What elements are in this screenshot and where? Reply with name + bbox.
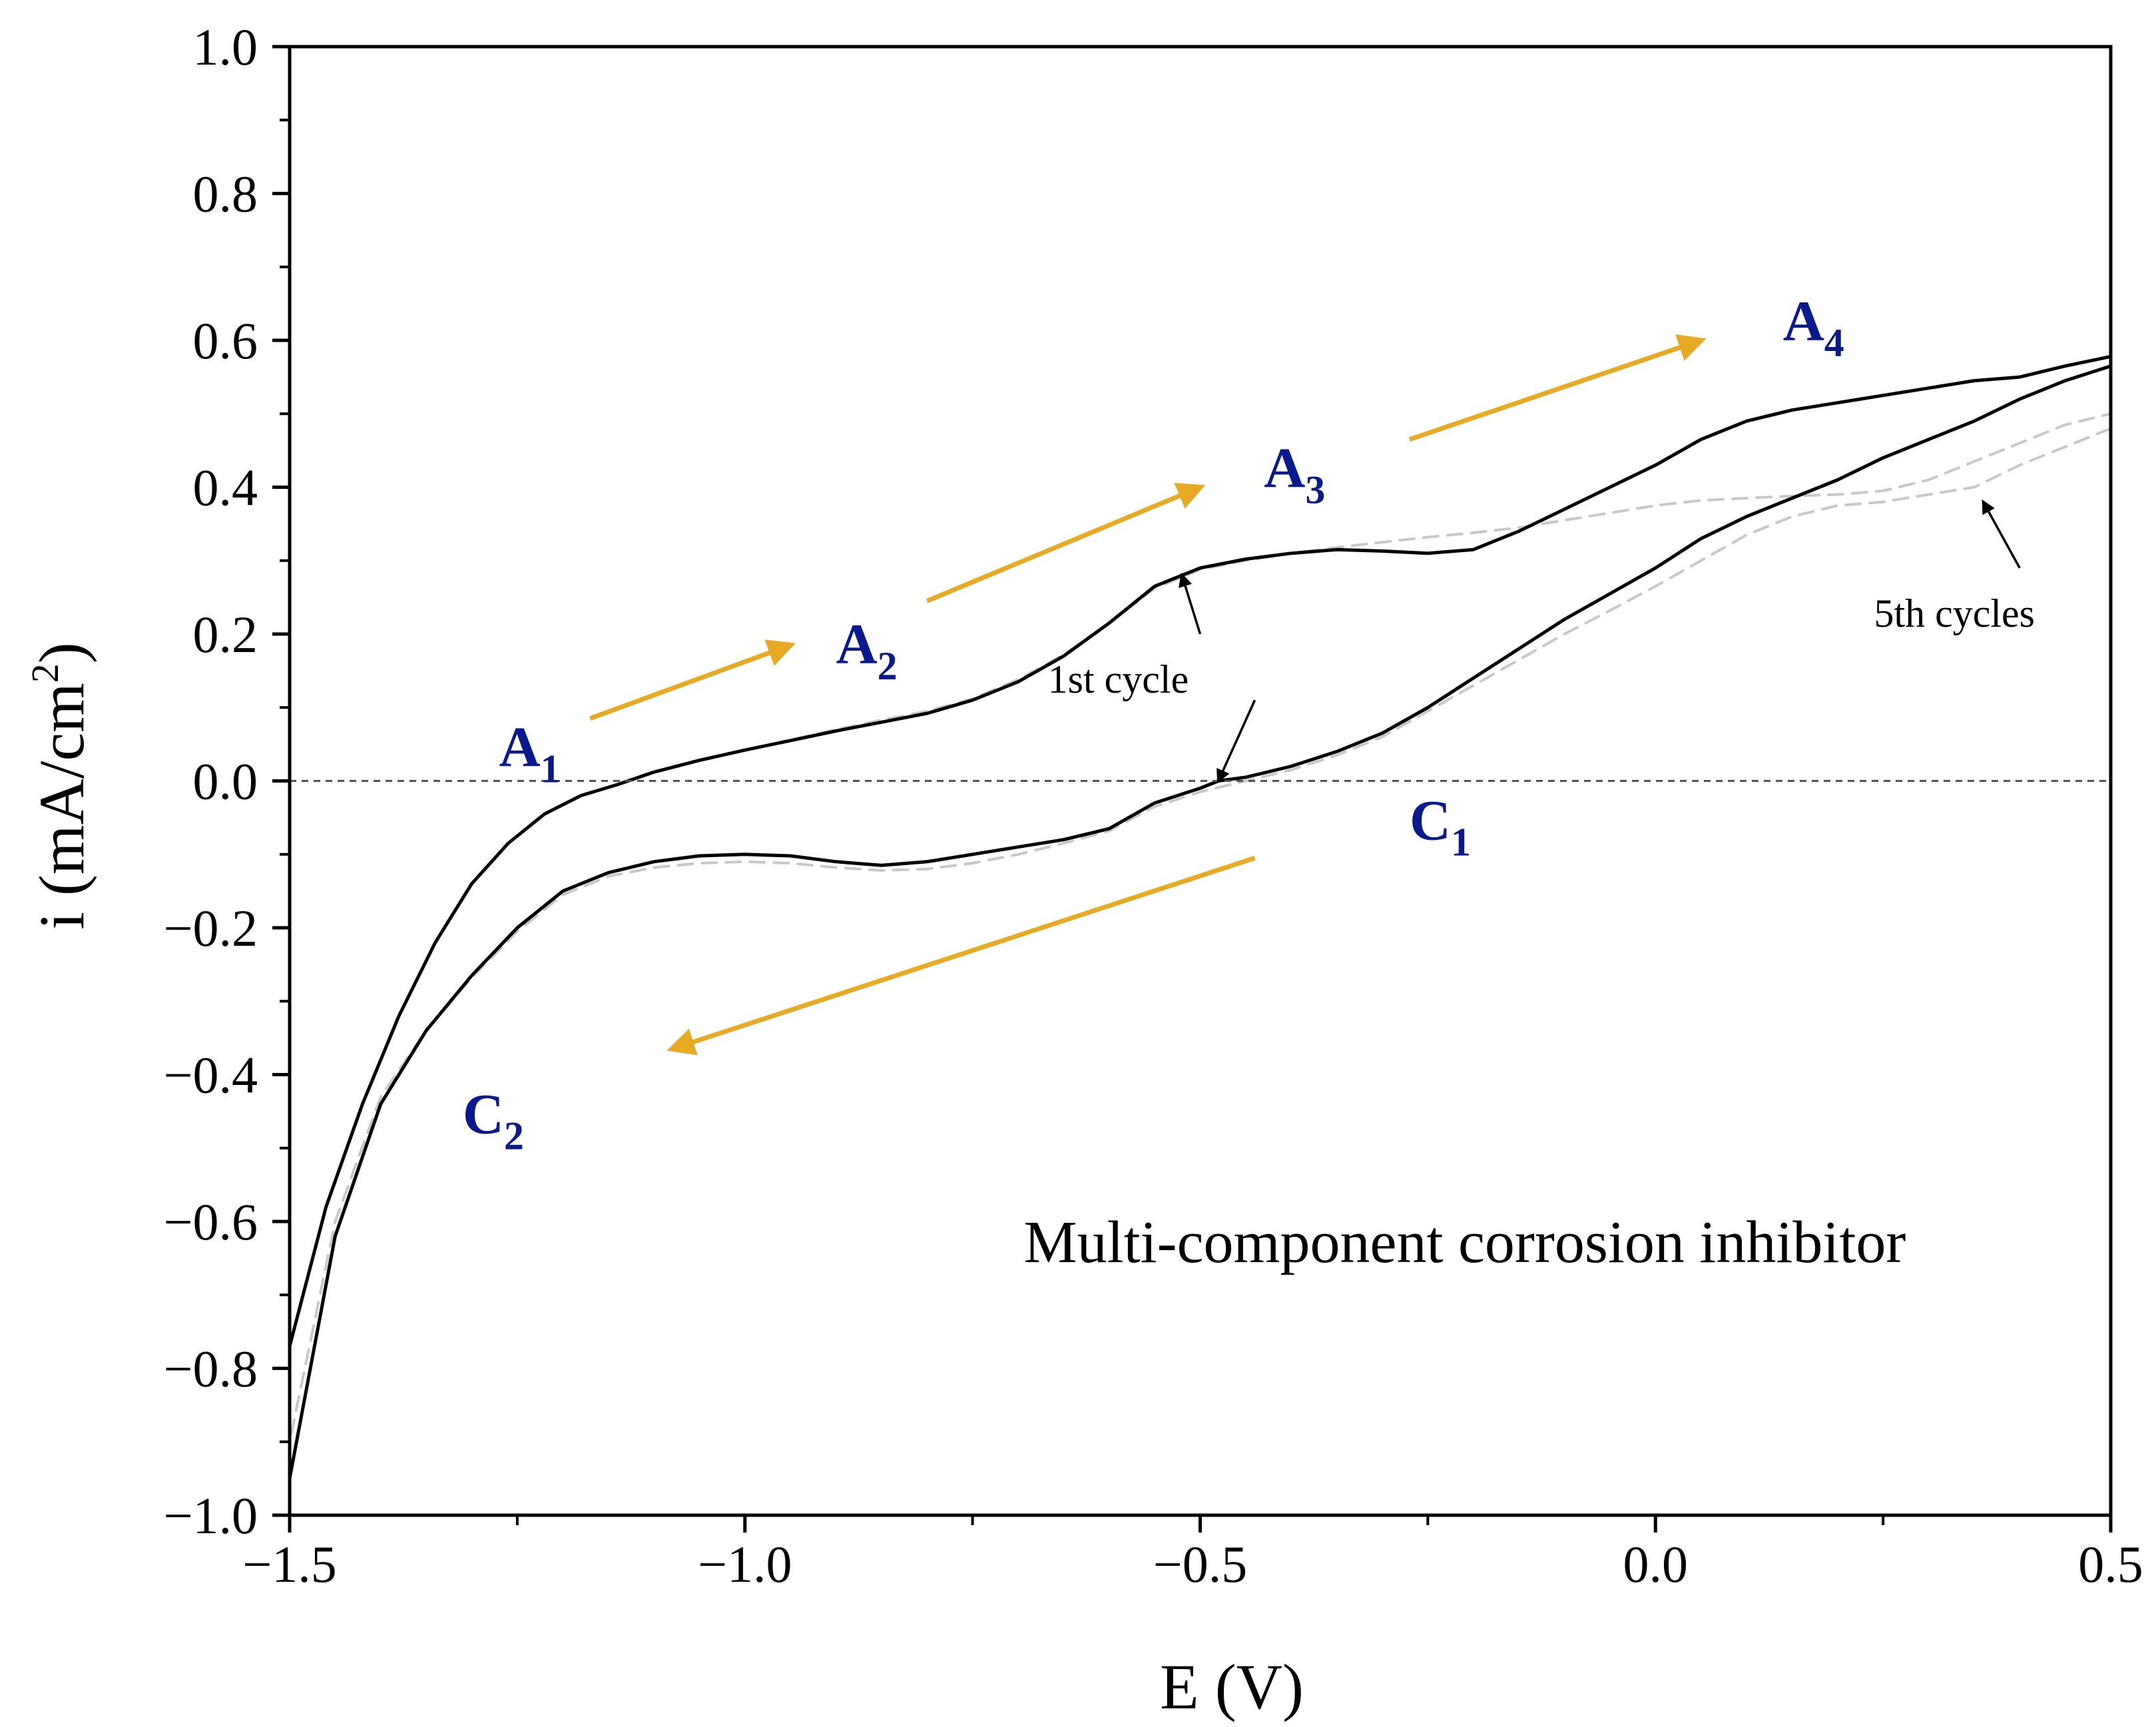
peak-label-a3: A3 [1264,436,1325,512]
annotation-5th-cycles: 5th cycles [1874,591,2035,635]
peak-label-a2: A2 [836,612,898,688]
y-tick-label: −0.2 [164,899,258,957]
series-line-5th-cycle-anodic [288,412,2112,1348]
x-tick-label: −1.5 [242,1535,337,1593]
pointer-arrow [1982,499,2021,569]
peak-labels: A1 A2 A3 A4 C1 C2 [463,289,1844,1158]
y-tick-label: −0.6 [164,1193,258,1251]
peak-label-a1: A1 [499,715,561,791]
scan-direction-arrow [667,855,1256,1056]
plot-annotation: Multi-component corrosion inhibitor [1024,1209,1906,1275]
annotation-1st-cycle: 1st cycle [1048,657,1189,701]
x-tick-label: −0.5 [1153,1535,1248,1593]
series-line-5th-cycle-cathodic [288,427,2112,1443]
x-axis-title: E (V) [1160,1651,1304,1722]
pointer-arrow [1179,572,1202,635]
y-tick-label: −1.0 [164,1487,258,1545]
x-tick-label: 0.0 [1623,1535,1689,1593]
series-line-1st-cycle-cathodic [288,364,2113,1481]
y-tick-label: 0.4 [193,459,258,517]
axis-ticks: −1.5 −1.0 −0.5 0.0 0.51.00.80.60.40.20.0−0.2… [164,18,2143,1593]
y-tick-label: −0.8 [164,1340,258,1398]
y-axis-title-sup: 2 [23,663,67,683]
y-tick-label: 0.2 [193,605,258,663]
series-layer [288,354,2113,1481]
y-tick-label: 0.0 [193,753,258,811]
scan-direction-arrow [589,639,796,721]
y-tick-label: 1.0 [193,18,258,76]
y-tick-label: −0.4 [164,1046,258,1104]
x-tick-label: −1.0 [698,1535,792,1593]
y-axis-title-close: ) [26,642,97,663]
y-tick-label: 0.8 [193,165,258,223]
x-tick-label: 0.5 [2078,1535,2143,1593]
y-axis-title: i (mA/cm2) [23,642,97,930]
peak-label-c2: C2 [463,1082,524,1158]
pointer-arrow [1216,699,1256,784]
scan-arrows [589,334,1707,1056]
pointer-arrows [1179,499,2021,784]
series-line-1st-cycle-anodic [288,354,2113,1348]
peak-label-c1: C1 [1410,789,1471,864]
scan-direction-arrow [926,483,1206,603]
scan-direction-arrow [1408,334,1707,442]
peak-label-a4: A4 [1783,289,1844,365]
y-axis-title-base: i (mA/cm [26,683,97,930]
y-tick-label: 0.6 [193,312,258,370]
